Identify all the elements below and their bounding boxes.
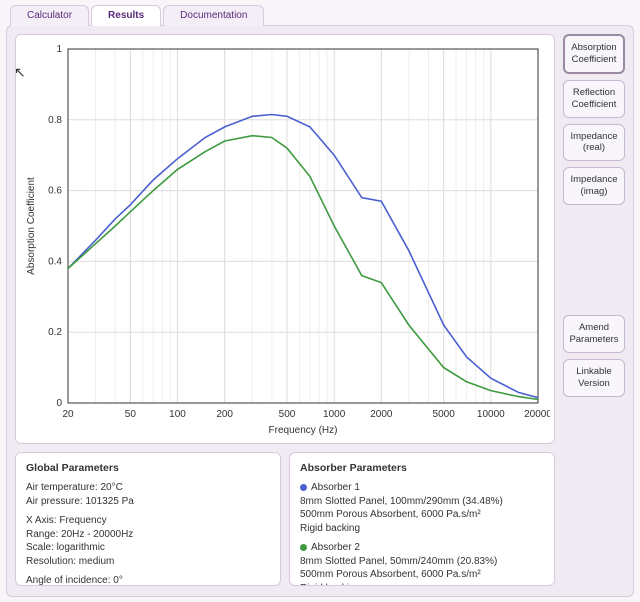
svg-text:1: 1	[56, 44, 62, 55]
global-params-title: Global Parameters	[26, 461, 270, 475]
tab-calculator[interactable]: Calculator	[10, 5, 89, 26]
impedance-real-button[interactable]: Impedance(real)	[563, 124, 625, 162]
absorber-parameters-box: Absorber Parameters Absorber 1 8mm Slotte…	[289, 452, 555, 586]
svg-text:0.8: 0.8	[48, 115, 62, 126]
chart-container: 20 50 100 200 500 1000 2000 5000 10000 20000 0 0.2 0…	[15, 34, 555, 444]
svg-text:0.6: 0.6	[48, 186, 62, 197]
svg-text:Absorption Coefficient: Absorption Coefficient	[26, 177, 37, 275]
scale: Scale: logarithmic	[26, 542, 105, 553]
svg-text:Frequency (Hz): Frequency (Hz)	[269, 425, 338, 436]
tab-results[interactable]: Results	[91, 5, 161, 26]
svg-text:0.2: 0.2	[48, 327, 62, 338]
absorption-chart: 20 50 100 200 500 1000 2000 5000 10000 20000 0 0.2 0…	[20, 39, 550, 439]
absorber-line: 500mm Porous Absorbent, 6000 Pa.s/m²	[300, 509, 481, 520]
tab-documentation[interactable]: Documentation	[163, 5, 264, 26]
svg-text:5000: 5000	[433, 409, 456, 420]
svg-text:0.4: 0.4	[48, 256, 62, 267]
svg-text:10000: 10000	[477, 409, 505, 420]
svg-text:2000: 2000	[370, 409, 393, 420]
svg-text:500: 500	[279, 409, 296, 420]
absorber-line: Rigid backing	[300, 583, 360, 586]
range: Range: 20Hz - 20000Hz	[26, 529, 133, 540]
absorber-name: Absorber 1	[311, 482, 360, 493]
impedance-imag-button[interactable]: Impedance(imag)	[563, 167, 625, 205]
absorber-entry: Absorber 2 8mm Slotted Panel, 50mm/240mm …	[300, 541, 544, 586]
absorber-params-title: Absorber Parameters	[300, 461, 544, 475]
reflection-coefficient-button[interactable]: ReflectionCoefficient	[563, 80, 625, 118]
tab-bar: Calculator Results Documentation	[0, 4, 640, 25]
absorber-line: 500mm Porous Absorbent, 6000 Pa.s/m²	[300, 569, 481, 580]
amend-parameters-button[interactable]: AmendParameters	[563, 315, 625, 353]
legend-dot-icon	[300, 544, 307, 551]
resolution: Resolution: medium	[26, 556, 114, 567]
svg-text:50: 50	[125, 409, 137, 420]
svg-text:100: 100	[169, 409, 186, 420]
absorber-name: Absorber 2	[311, 542, 360, 553]
xaxis: X Axis: Frequency	[26, 515, 107, 526]
legend-dot-icon	[300, 484, 307, 491]
side-button-column: AbsorptionCoefficient ReflectionCoeffici…	[563, 34, 625, 588]
global-parameters-box: Global Parameters Air temperature: 20°C …	[15, 452, 281, 586]
air-temp: Air temperature: 20°C	[26, 482, 123, 493]
absorber-line: 8mm Slotted Panel, 100mm/290mm (34.48%)	[300, 496, 503, 507]
svg-text:0: 0	[56, 398, 62, 409]
absorber-line: 8mm Slotted Panel, 50mm/240mm (20.83%)	[300, 556, 497, 567]
svg-text:200: 200	[216, 409, 233, 420]
absorber-entry: Absorber 1 8mm Slotted Panel, 100mm/290mm…	[300, 481, 544, 535]
angle: Angle of incidence: 0°	[26, 575, 123, 586]
svg-text:1000: 1000	[323, 409, 346, 420]
svg-text:20000: 20000	[524, 409, 550, 420]
linkable-version-button[interactable]: LinkableVersion	[563, 359, 625, 397]
air-pressure: Air pressure: 101325 Pa	[26, 496, 134, 507]
absorption-coefficient-button[interactable]: AbsorptionCoefficient	[563, 34, 625, 74]
absorber-line: Rigid backing	[300, 523, 360, 534]
svg-text:20: 20	[62, 409, 74, 420]
results-panel: 20 50 100 200 500 1000 2000 5000 10000 20000 0 0.2 0…	[6, 25, 634, 597]
